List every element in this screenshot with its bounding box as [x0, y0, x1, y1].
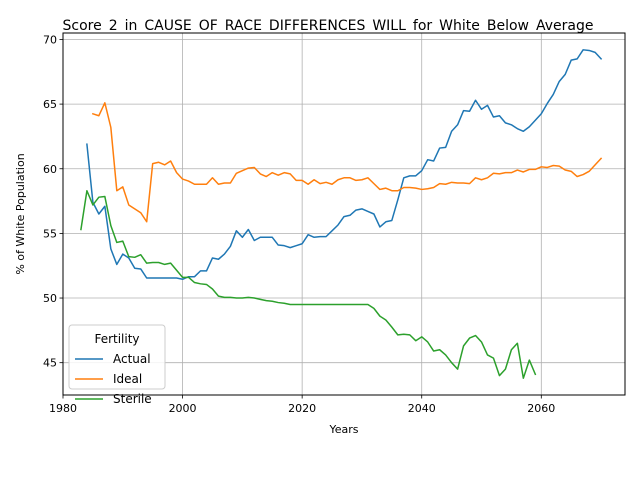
x-tick-label: 2000 — [169, 402, 197, 415]
y-tick-label: 70 — [43, 33, 57, 46]
series-lines — [80, 49, 603, 379]
series-line-actual — [86, 49, 603, 281]
legend-label-sterile: Sterile — [113, 392, 152, 406]
legend-label-ideal: Ideal — [113, 372, 142, 386]
x-tick-label: 2040 — [408, 402, 436, 415]
y-tick-label: 55 — [43, 227, 57, 240]
y-tick-label: 60 — [43, 163, 57, 176]
y-tick-label: 45 — [43, 357, 57, 370]
legend: Fertility Actual Ideal Sterile — [68, 324, 166, 406]
x-tick-label: 1980 — [49, 402, 77, 415]
legend-box — [68, 324, 166, 390]
chart-title: Score_2_in_CAUSE_OF_RACE_DIFFERENCES_WIL… — [63, 18, 594, 34]
x-tick-label: 2060 — [527, 402, 555, 415]
x-axis-ticks: 1980 2000 2020 2040 2060 — [49, 395, 555, 415]
series-line-ideal — [91, 102, 603, 223]
y-axis-label: % of White Population — [14, 153, 27, 274]
x-axis-label: Years — [328, 423, 358, 436]
y-tick-label: 65 — [43, 98, 57, 111]
legend-entries: Actual Ideal Sterile — [75, 352, 152, 406]
grid-lines — [62, 33, 625, 395]
y-axis-ticks: 45 50 55 60 65 70 — [43, 33, 63, 370]
legend-label-actual: Actual — [113, 352, 151, 366]
x-tick-label: 2020 — [288, 402, 316, 415]
series-line-sterile — [80, 189, 537, 379]
y-tick-label: 50 — [43, 292, 57, 305]
legend-title: Fertility — [94, 332, 139, 346]
plot-area-frame — [62, 32, 626, 396]
